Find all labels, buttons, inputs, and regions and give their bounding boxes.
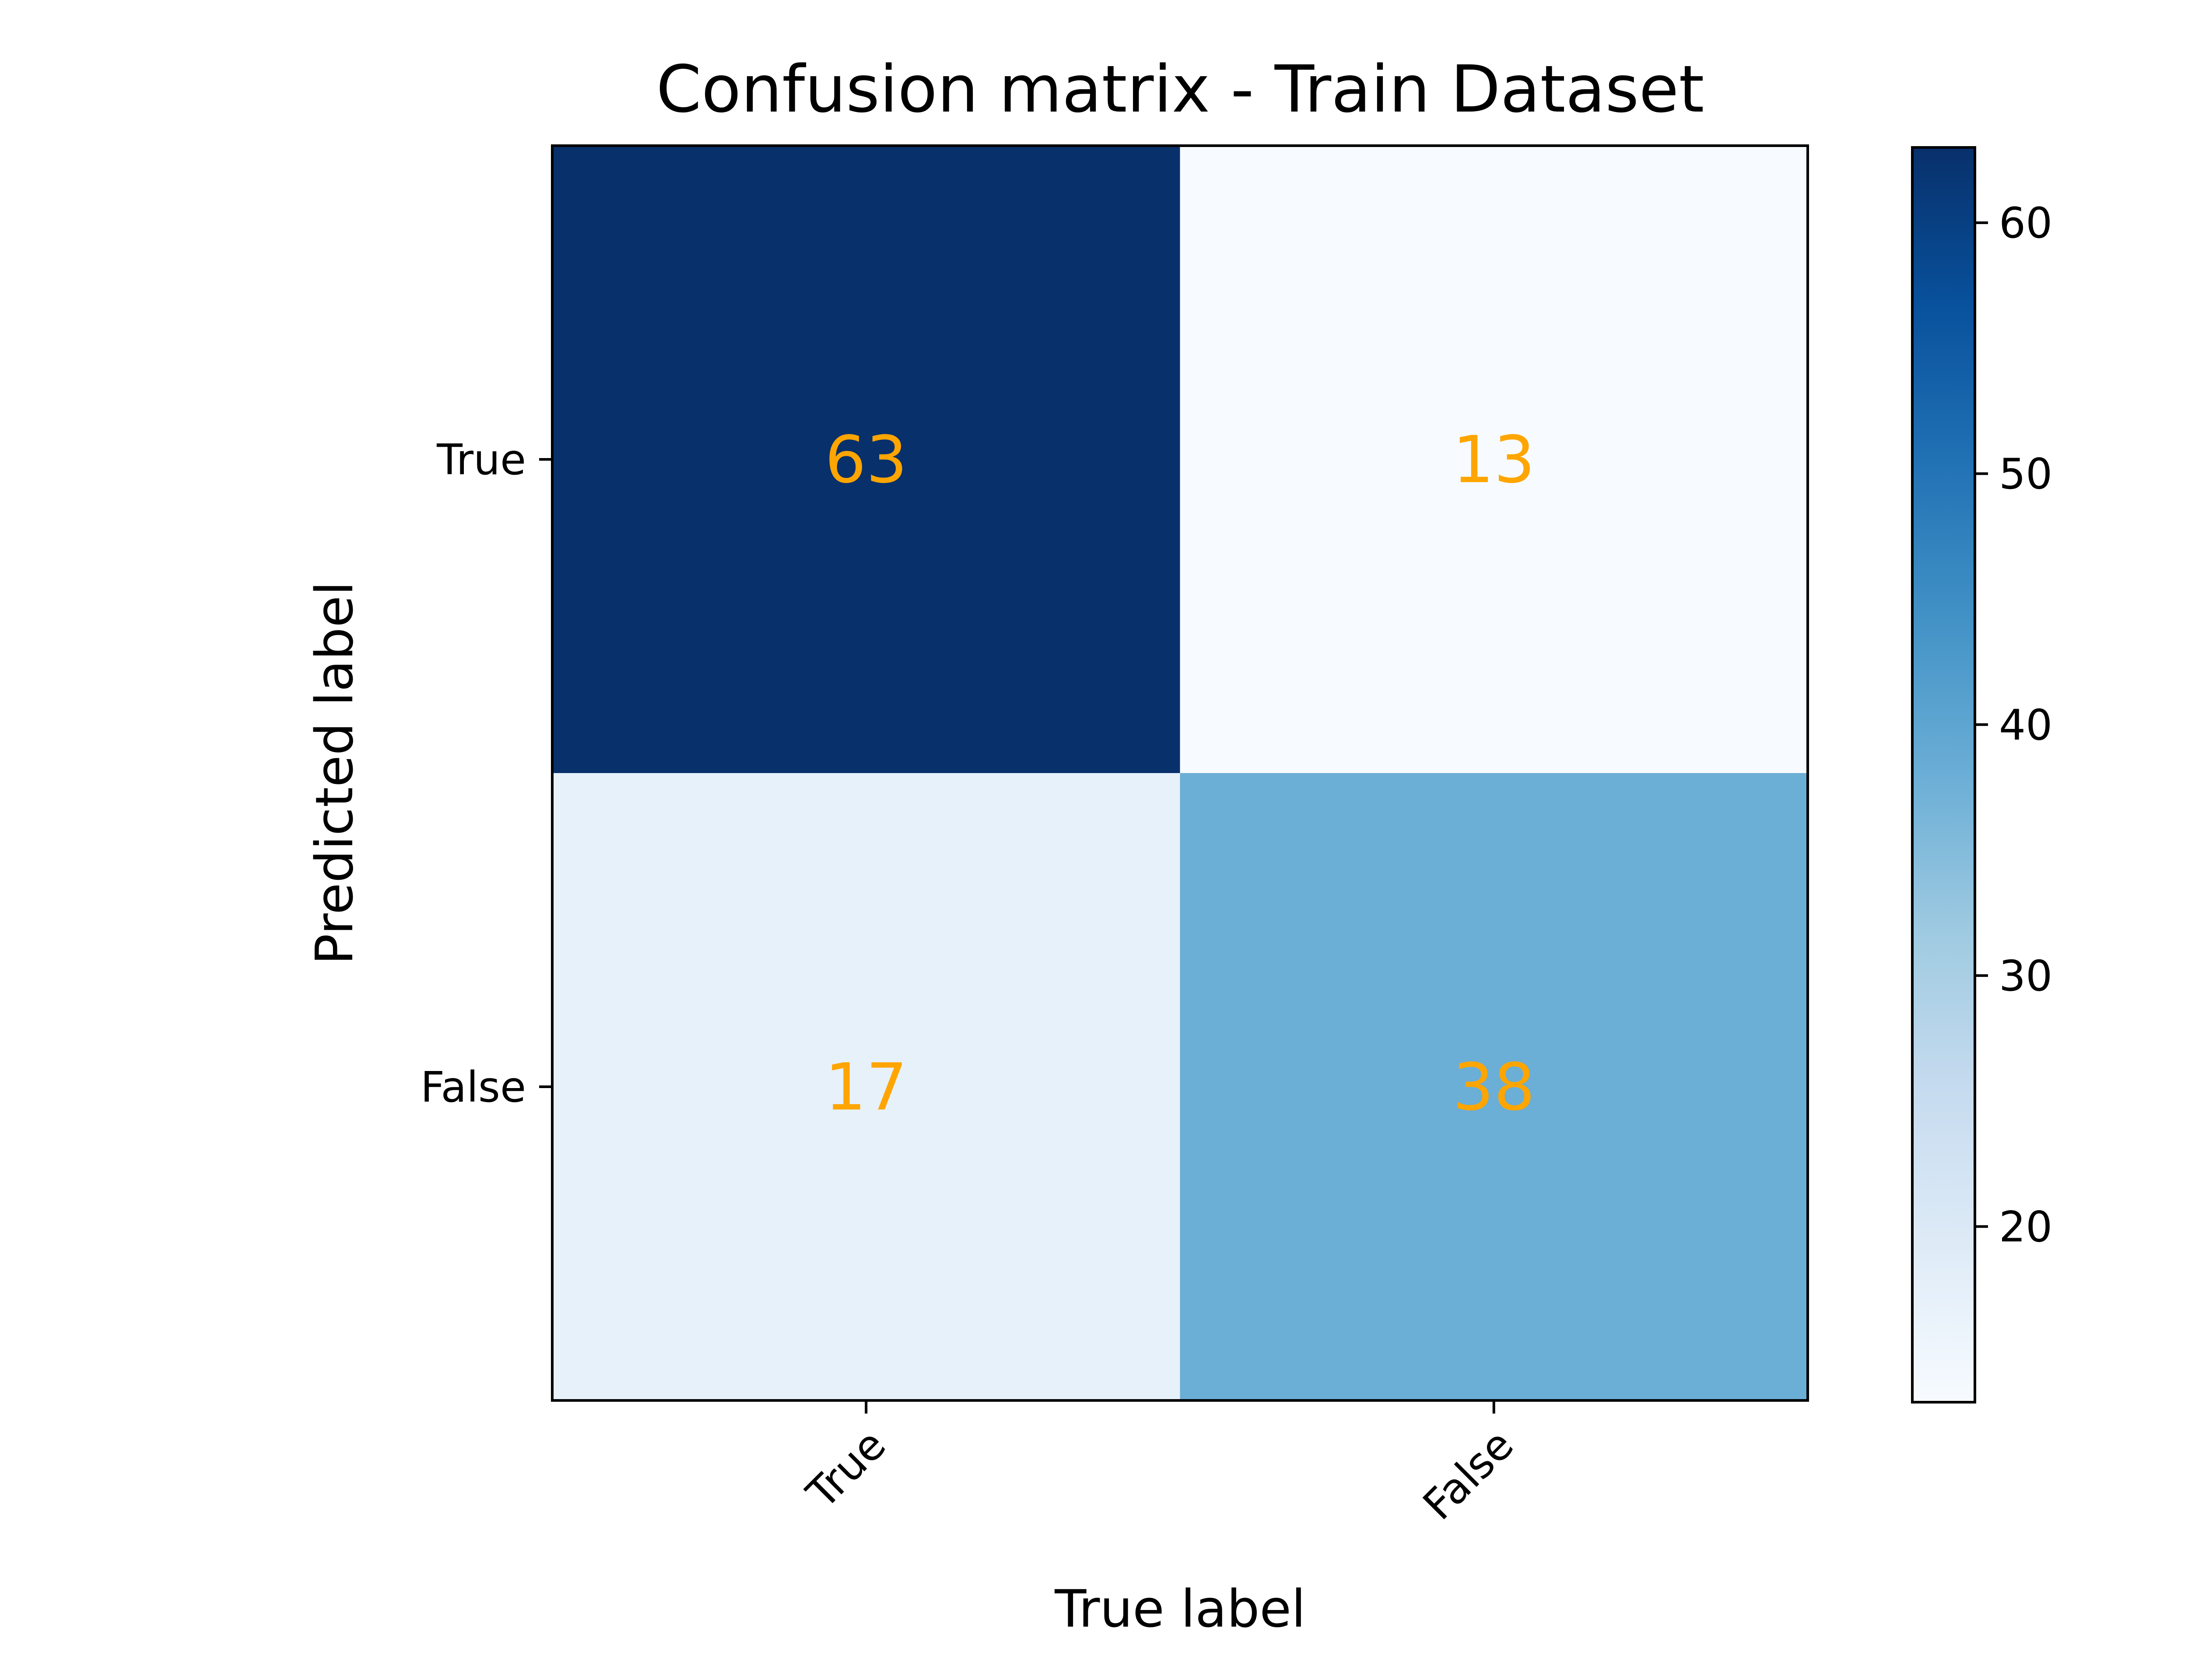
cell-value-label: 17 (825, 1050, 907, 1125)
heatmap-cell (552, 773, 1180, 1400)
colorbar-tick-label: 60 (1999, 199, 2052, 248)
colorbar (1911, 146, 1976, 1404)
axis-ticks (539, 458, 1495, 1414)
chart-title: Confusion matrix - Train Dataset (656, 52, 1704, 127)
heatmap-cells (552, 146, 1808, 1400)
y-tick-label: True (436, 435, 526, 484)
cell-value-label: 13 (1453, 422, 1535, 497)
heatmap-cell (1180, 146, 1808, 773)
heatmap-cell (552, 146, 1180, 773)
colorbar-tick-label: 50 (1999, 450, 2052, 499)
heatmap-cell (1180, 773, 1808, 1400)
colorbar-ticks: 20 30 40 50 60 (1975, 199, 2052, 1251)
y-axis-label: Predicted label (304, 581, 365, 965)
heatmap-cell-labels: 63 13 17 38 (825, 422, 1535, 1125)
x-tick-label: False (1413, 1420, 1523, 1530)
y-tick-label: False (421, 1063, 526, 1112)
cell-value-label: 63 (825, 422, 907, 497)
plot-frame (551, 144, 1809, 1402)
cell-value-label: 38 (1453, 1050, 1535, 1125)
colorbar-tick-label: 20 (1999, 1202, 2052, 1251)
colorbar-tick-label: 30 (1999, 952, 2052, 1001)
colorbar-tick-label: 40 (1999, 700, 2052, 749)
x-axis-label: True label (1054, 1578, 1306, 1639)
x-tick-label: True (797, 1420, 895, 1518)
